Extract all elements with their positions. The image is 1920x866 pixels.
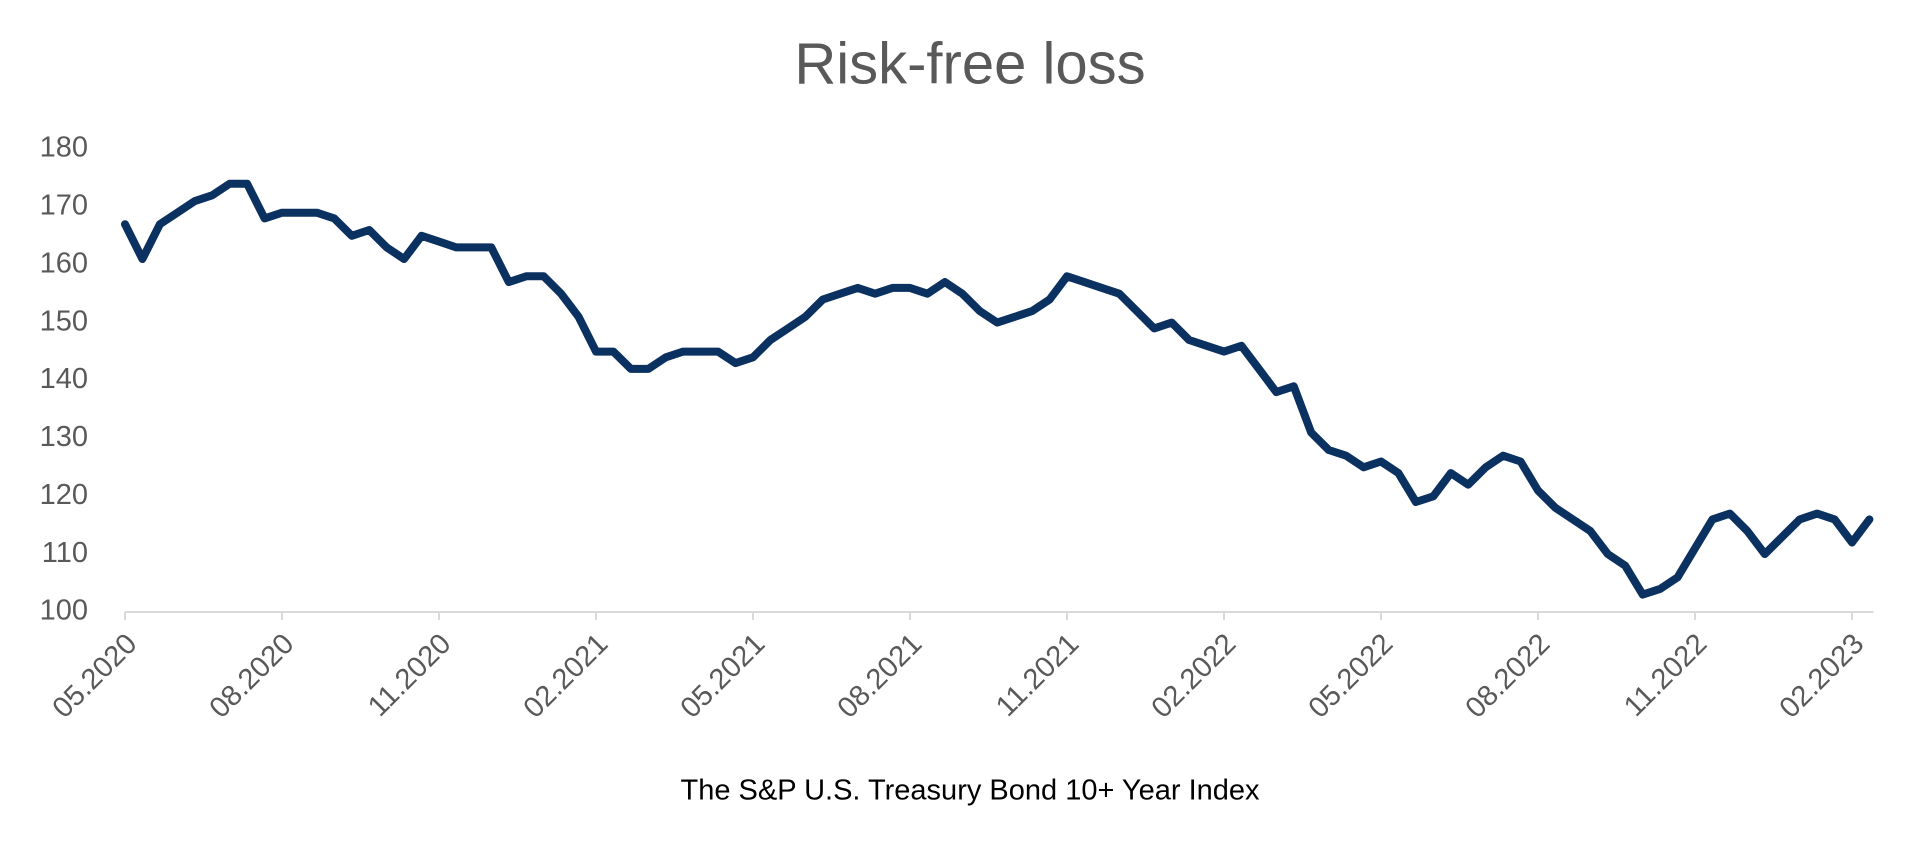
x-tick-label: 05.2022 xyxy=(1303,628,1400,725)
x-tick-label: 02.2021 xyxy=(518,628,615,725)
x-tick-label: 08.2022 xyxy=(1460,628,1557,725)
y-tick-label: 120 xyxy=(40,479,88,511)
x-tick-label: 05.2020 xyxy=(47,628,144,725)
x-tick-label: 11.2021 xyxy=(990,628,1085,723)
x-tick-label: 05.2021 xyxy=(675,628,772,725)
x-tick-label: 11.2020 xyxy=(362,628,457,723)
y-tick-label: 110 xyxy=(42,537,88,569)
x-tick-label: 02.2023 xyxy=(1774,628,1871,725)
x-tick-label: 08.2021 xyxy=(832,628,929,725)
data-line xyxy=(121,179,1874,599)
x-tick-label: 11.2022 xyxy=(1618,628,1713,723)
y-tick-label: 170 xyxy=(40,190,88,222)
y-tick-label: 150 xyxy=(40,305,88,337)
y-tick-label: 160 xyxy=(40,247,88,279)
x-tick-label: 02.2022 xyxy=(1146,628,1243,725)
x-tick-label: 08.2020 xyxy=(204,628,301,725)
x-axis-label: The S&P U.S. Treasury Bond 10+ Year Inde… xyxy=(680,775,1260,807)
y-tick-label: 130 xyxy=(40,421,88,453)
y-tick-label: 100 xyxy=(40,595,88,627)
y-tick-label: 180 xyxy=(40,132,88,164)
chart-title: Risk-free loss xyxy=(794,31,1145,96)
y-tick-label: 140 xyxy=(40,363,88,395)
